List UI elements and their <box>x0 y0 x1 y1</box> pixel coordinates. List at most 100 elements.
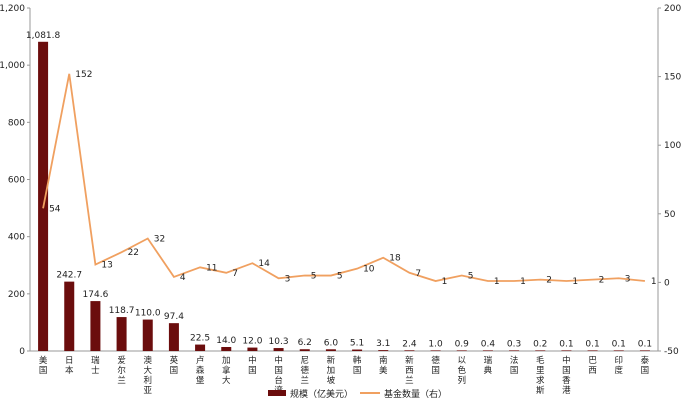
category-label: 英国 <box>170 355 179 376</box>
bar <box>142 319 153 351</box>
line-value-label: 1 <box>572 277 578 287</box>
bar-value-label: 0.2 <box>533 339 547 349</box>
category-label: 法国 <box>510 355 519 376</box>
bar-value-label: 242.7 <box>56 271 82 281</box>
legend-line-label: 基金数量（右） <box>384 388 447 400</box>
axes: 0 200 400 600 800 1,000 1,200 -50 0 50 100 150 200 <box>0 4 681 357</box>
category-label: 韩国 <box>353 355 362 376</box>
line-value-label: 18 <box>389 254 401 264</box>
y-right-tick-label: 200 <box>664 4 681 14</box>
line-value-label: 22 <box>128 248 139 258</box>
y-left-tick-label: 600 <box>8 176 25 186</box>
bar-value-label: 2.4 <box>402 339 417 349</box>
line-value-label: 14 <box>258 259 270 269</box>
line-value-label: 5 <box>337 272 343 282</box>
bar <box>535 350 546 351</box>
line-value-label: 1 <box>520 277 526 287</box>
bar-value-label: 10.3 <box>269 337 289 347</box>
y-right-tick-label: 100 <box>664 141 681 151</box>
category-label: 尼德兰 <box>300 356 309 386</box>
category-label: 瑞典 <box>484 355 493 376</box>
bar-value-label: 5.1 <box>350 339 364 349</box>
bar-series <box>38 41 650 352</box>
line-path <box>42 73 646 282</box>
y-right-tick-label: -50 <box>664 347 679 357</box>
y-left-tick-label: 400 <box>8 233 25 243</box>
line-series <box>42 73 646 282</box>
category-label: 瑞士 <box>91 355 100 376</box>
y-left-tick-label: 800 <box>8 118 25 128</box>
y-left-tick-label: 1,000 <box>0 61 25 71</box>
line-value-label: 1 <box>651 277 657 287</box>
bar <box>168 323 179 351</box>
category-label: 泰国 <box>641 355 650 376</box>
bar <box>456 350 467 351</box>
line-value-label: 2 <box>546 276 552 286</box>
bar <box>273 348 284 351</box>
line-value-label: 32 <box>154 234 165 244</box>
bar-value-label: 1.0 <box>428 339 443 349</box>
bar-value-label: 0.1 <box>638 339 652 349</box>
line-value-label: 5 <box>311 272 317 282</box>
bar-value-label: 0.1 <box>559 339 573 349</box>
bar-value-label: 110.0 <box>135 309 161 319</box>
bar-value-label: 1,081.8 <box>26 31 61 41</box>
category-label: 德国 <box>431 355 440 376</box>
line-value-label: 2 <box>599 276 605 286</box>
bar <box>639 350 650 351</box>
bar-value-label: 6.0 <box>324 338 339 348</box>
bar-value-label: 6.2 <box>298 338 312 348</box>
bar <box>378 350 389 351</box>
bar <box>509 350 520 351</box>
line-value-label: 11 <box>206 263 217 273</box>
line-value-label: 3 <box>625 274 631 284</box>
category-label: 以色列 <box>457 356 466 386</box>
bar <box>299 349 310 351</box>
y-right-tick-label: 150 <box>664 73 681 83</box>
bar-value-label: 0.1 <box>612 339 626 349</box>
bar <box>352 349 363 351</box>
category-label: 日本 <box>65 356 74 376</box>
category-label: 中国台湾 <box>274 355 283 396</box>
bar <box>613 350 624 351</box>
bar-value-label: 0.1 <box>585 339 599 349</box>
bar-value-label: 14.0 <box>216 336 236 346</box>
category-label: 南美 <box>379 355 388 376</box>
bar-value-label: 118.7 <box>109 306 135 316</box>
bar-value-label: 0.9 <box>455 339 470 349</box>
bar <box>404 350 415 351</box>
legend-bar-label: 规模（亿美元） <box>290 388 353 400</box>
category-label: 美国 <box>39 355 48 376</box>
bar <box>482 350 493 351</box>
category-label: 中国香港 <box>562 355 571 396</box>
category-label: 爱尔兰 <box>117 356 126 386</box>
bar <box>116 317 127 351</box>
line-value-label: 1 <box>494 277 500 287</box>
line-value-label: 10 <box>363 265 375 275</box>
bar <box>430 350 441 351</box>
line-value-label: 1 <box>442 277 448 287</box>
bar <box>561 350 572 351</box>
line-value-label: 7 <box>232 269 238 279</box>
category-label: 卢森堡 <box>196 355 205 386</box>
legend-bar-swatch <box>268 390 286 396</box>
bar <box>221 346 232 351</box>
bar <box>64 281 75 351</box>
bar-value-label: 97.4 <box>164 312 184 322</box>
bar-value-label: 3.1 <box>376 339 390 349</box>
bar <box>195 344 206 351</box>
y-right-tick-label: 50 <box>664 210 676 220</box>
category-label: 新西兰 <box>405 355 414 386</box>
line-value-label: 7 <box>415 269 421 279</box>
y-left-tick-label: 0 <box>19 347 25 357</box>
line-value-label: 5 <box>468 272 474 282</box>
y-right-tick-label: 0 <box>664 278 670 288</box>
line-value-label: 4 <box>180 273 186 283</box>
bar-value-label: 22.5 <box>190 334 210 344</box>
category-label: 澳大利亚 <box>143 355 152 396</box>
category-label: 巴西 <box>588 356 597 376</box>
category-label: 加拿大 <box>222 355 231 386</box>
bar-value-label: 12.0 <box>242 337 262 347</box>
bar-value-label: 0.4 <box>481 339 496 349</box>
